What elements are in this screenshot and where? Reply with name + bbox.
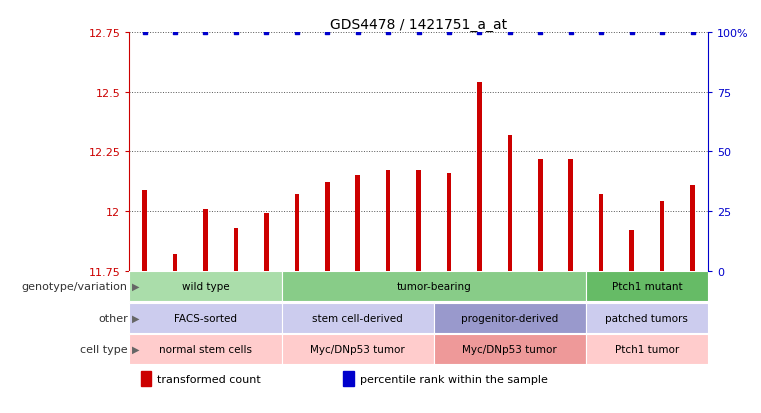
Bar bbox=[434, 303, 586, 333]
Bar bbox=[416, 171, 421, 271]
Point bbox=[595, 30, 607, 36]
Text: genotype/variation: genotype/variation bbox=[22, 282, 128, 292]
Text: patched tumors: patched tumors bbox=[606, 313, 688, 323]
Bar bbox=[568, 159, 573, 271]
Point bbox=[321, 30, 333, 36]
Point bbox=[656, 30, 668, 36]
Bar bbox=[173, 254, 177, 271]
Point bbox=[443, 30, 455, 36]
Point bbox=[230, 30, 242, 36]
Bar bbox=[690, 185, 695, 271]
Point bbox=[504, 30, 516, 36]
Bar bbox=[508, 135, 512, 271]
Bar bbox=[586, 303, 708, 333]
Text: Ptch1 mutant: Ptch1 mutant bbox=[612, 282, 682, 292]
Bar bbox=[386, 171, 390, 271]
Bar bbox=[343, 371, 354, 386]
Bar bbox=[599, 195, 603, 271]
Text: FACS-sorted: FACS-sorted bbox=[174, 313, 237, 323]
Point bbox=[565, 30, 577, 36]
Bar bbox=[129, 303, 282, 333]
Bar bbox=[295, 195, 299, 271]
Bar bbox=[264, 214, 269, 271]
Title: GDS4478 / 1421751_a_at: GDS4478 / 1421751_a_at bbox=[330, 18, 507, 32]
Bar bbox=[282, 272, 586, 301]
Text: Ptch1 tumor: Ptch1 tumor bbox=[615, 344, 679, 354]
Point bbox=[686, 30, 699, 36]
Text: tumor-bearing: tumor-bearing bbox=[396, 282, 471, 292]
Bar bbox=[325, 183, 330, 271]
Text: stem cell-derived: stem cell-derived bbox=[312, 313, 403, 323]
Bar bbox=[434, 334, 586, 364]
Text: transformed count: transformed count bbox=[157, 374, 261, 384]
Text: Myc/DNp53 tumor: Myc/DNp53 tumor bbox=[463, 344, 557, 354]
Text: ▶: ▶ bbox=[132, 282, 139, 292]
Point bbox=[352, 30, 364, 36]
Bar bbox=[355, 176, 360, 271]
Bar bbox=[141, 371, 151, 386]
Bar bbox=[282, 334, 434, 364]
Point bbox=[139, 30, 151, 36]
Text: ▶: ▶ bbox=[132, 344, 139, 354]
Point bbox=[260, 30, 272, 36]
Bar bbox=[586, 334, 708, 364]
Point bbox=[199, 30, 212, 36]
Text: ▶: ▶ bbox=[132, 313, 139, 323]
Text: progenitor-derived: progenitor-derived bbox=[461, 313, 559, 323]
Point bbox=[412, 30, 425, 36]
Point bbox=[382, 30, 394, 36]
Bar bbox=[660, 202, 664, 271]
Text: cell type: cell type bbox=[80, 344, 128, 354]
Bar bbox=[203, 209, 208, 271]
Bar bbox=[447, 173, 451, 271]
Text: wild type: wild type bbox=[182, 282, 229, 292]
Point bbox=[626, 30, 638, 36]
Text: normal stem cells: normal stem cells bbox=[159, 344, 252, 354]
Bar bbox=[586, 272, 708, 301]
Bar bbox=[234, 228, 238, 271]
Point bbox=[169, 30, 181, 36]
Text: Myc/DNp53 tumor: Myc/DNp53 tumor bbox=[310, 344, 405, 354]
Point bbox=[291, 30, 303, 36]
Text: percentile rank within the sample: percentile rank within the sample bbox=[359, 374, 547, 384]
Point bbox=[473, 30, 486, 36]
Bar bbox=[129, 334, 282, 364]
Bar bbox=[142, 190, 147, 271]
Bar bbox=[129, 272, 282, 301]
Bar bbox=[477, 83, 482, 271]
Point bbox=[534, 30, 546, 36]
Bar bbox=[629, 230, 634, 271]
Bar bbox=[538, 159, 543, 271]
Bar bbox=[282, 303, 434, 333]
Text: other: other bbox=[98, 313, 128, 323]
